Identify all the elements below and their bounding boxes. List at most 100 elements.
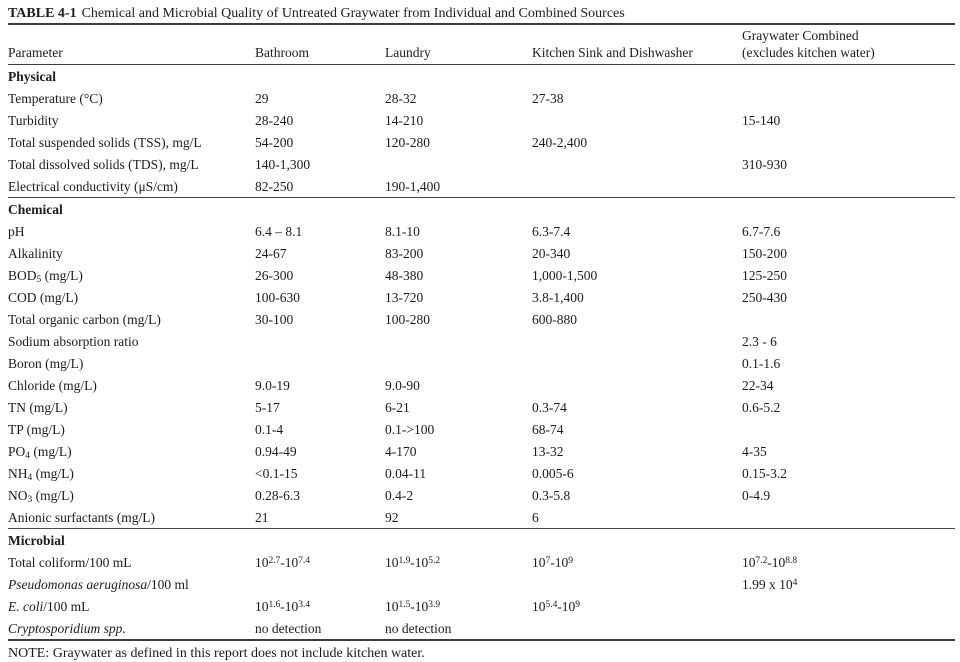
- value-cell: 0.94-49: [255, 444, 297, 459]
- value-cell: 0.3-5.8: [532, 488, 571, 503]
- column-header-laundry: Laundry: [385, 24, 532, 65]
- section-label: Microbial: [8, 528, 955, 551]
- parameter-cell: PO4 (mg/L): [8, 444, 72, 462]
- value-cell: 28-240: [255, 113, 294, 128]
- parameter-cell: NO3 (mg/L): [8, 488, 74, 506]
- graywater-quality-table: Parameter Bathroom Laundry Kitchen Sink …: [8, 23, 955, 641]
- value-cell: 2.3 - 6: [742, 334, 777, 349]
- table-row: Alkalinity 24-67 83-200 20-340 150-200: [8, 242, 955, 264]
- value-cell: 105.4-109: [532, 599, 581, 614]
- value-cell: 54-200: [255, 135, 294, 150]
- column-header-parameter: Parameter: [8, 24, 255, 65]
- value-cell: 0.4-2: [385, 488, 414, 503]
- header-row: Parameter Bathroom Laundry Kitchen Sink …: [8, 24, 955, 65]
- parameter-cell: Total dissolved solids (TDS), mg/L: [8, 157, 199, 172]
- table-row: E. coli/100 mL 101.6-103.4 101.5-103.9 105.…: [8, 595, 955, 617]
- value-cell: 9.0-19: [255, 378, 290, 393]
- table-row: PO4 (mg/L) 0.94-49 4-170 13-32 4-35: [8, 440, 955, 462]
- value-cell: 140-1,300: [255, 157, 311, 172]
- value-cell: [532, 153, 742, 175]
- value-cell: 120-280: [385, 135, 430, 150]
- value-cell: 150-200: [742, 246, 787, 261]
- parameter-cell: Chloride (mg/L): [8, 378, 97, 393]
- value-cell: 0.04-11: [385, 466, 427, 481]
- value-cell: 101.6-103.4: [255, 599, 311, 614]
- value-cell: [532, 374, 742, 396]
- parameter-cell: Total coliform/100 mL: [8, 555, 132, 570]
- table-row: Total suspended solids (TSS), mg/L 54-200…: [8, 131, 955, 153]
- value-cell: 101.9-105.2: [385, 555, 441, 570]
- table-body: Physical Temperature (°C) 29 28-32 27-38 Turb…: [8, 65, 955, 641]
- value-cell: [742, 506, 955, 529]
- value-cell: [532, 573, 742, 595]
- value-cell: [742, 175, 955, 198]
- value-cell: 125-250: [742, 268, 787, 283]
- parameter-cell: Sodium absorption ratio: [8, 334, 139, 349]
- value-cell: 29: [255, 91, 269, 106]
- parameter-cell: Total suspended solids (TSS), mg/L: [8, 135, 202, 150]
- table-note: NOTE: Graywater as defined in this repor…: [8, 646, 425, 661]
- section-row: Chemical: [8, 197, 955, 220]
- value-cell: [742, 595, 955, 617]
- value-cell: 600-880: [532, 312, 577, 327]
- value-cell: 27-38: [532, 91, 564, 106]
- value-cell: [385, 153, 532, 175]
- table-row: COD (mg/L) 100-630 13-720 3.8-1,400 250-430: [8, 286, 955, 308]
- value-cell: 0.1->100: [385, 422, 435, 437]
- table-row: Turbidity 28-240 14-210 15-140: [8, 109, 955, 131]
- value-cell: 6.7-7.6: [742, 224, 781, 239]
- value-cell: 6.3-7.4: [532, 224, 571, 239]
- value-cell: 20-340: [532, 246, 571, 261]
- table-row: Total dissolved solids (TDS), mg/L 140-1,…: [8, 153, 955, 175]
- value-cell: 250-430: [742, 290, 787, 305]
- parameter-cell: Turbidity: [8, 113, 59, 128]
- value-cell: [255, 330, 385, 352]
- column-header-bathroom: Bathroom: [255, 24, 385, 65]
- value-cell: 0-4.9: [742, 488, 771, 503]
- parameter-cell: Electrical conductivity (μS/cm): [8, 179, 178, 194]
- parameter-cell: Boron (mg/L): [8, 356, 84, 371]
- parameter-cell: TP (mg/L): [8, 422, 65, 437]
- parameter-cell: pH: [8, 224, 25, 239]
- value-cell: [742, 418, 955, 440]
- table-row: BOD5 (mg/L) 26-300 48-380 1,000-1,500 125-25…: [8, 264, 955, 286]
- value-cell: [532, 352, 742, 374]
- value-cell: 0.1-4: [255, 422, 284, 437]
- value-cell: 14-210: [385, 113, 424, 128]
- table-row: Chloride (mg/L) 9.0-19 9.0-90 22-34: [8, 374, 955, 396]
- section-row: Microbial: [8, 528, 955, 551]
- table-row: Pseudomonas aeruginosa/100 ml 1.99 x 104: [8, 573, 955, 595]
- value-cell: <0.1-15: [255, 466, 298, 481]
- value-cell: [255, 352, 385, 374]
- value-cell: 13-32: [532, 444, 564, 459]
- parameter-cell: E. coli/100 mL: [8, 599, 90, 614]
- value-cell: no detection: [255, 621, 322, 636]
- value-cell: [255, 573, 385, 595]
- value-cell: 240-2,400: [532, 135, 588, 150]
- table-row: NH4 (mg/L) <0.1-15 0.04-11 0.005-6 0.15-3.2: [8, 462, 955, 484]
- table-row: Anionic surfactants (mg/L) 21 92 6: [8, 506, 955, 529]
- value-cell: [742, 87, 955, 109]
- parameter-cell: NH4 (mg/L): [8, 466, 74, 484]
- value-cell: 1.99 x 104: [742, 577, 798, 592]
- parameter-cell: TN (mg/L): [8, 400, 68, 415]
- value-cell: [385, 573, 532, 595]
- value-cell: 0.28-6.3: [255, 488, 300, 503]
- value-cell: 9.0-90: [385, 378, 420, 393]
- value-cell: [385, 330, 532, 352]
- value-cell: 6.4 – 8.1: [255, 224, 303, 239]
- value-cell: 0.005-6: [532, 466, 574, 481]
- value-cell: 190-1,400: [385, 179, 441, 194]
- value-cell: [532, 617, 742, 640]
- value-cell: 3.8-1,400: [532, 290, 584, 305]
- value-cell: 4-170: [385, 444, 417, 459]
- value-cell: [742, 308, 955, 330]
- value-cell: 0.3-74: [532, 400, 567, 415]
- parameter-cell: Cryptosporidium spp.: [8, 621, 126, 636]
- table-row: NO3 (mg/L) 0.28-6.3 0.4-2 0.3-5.8 0-4.9: [8, 484, 955, 506]
- value-cell: 68-74: [532, 422, 564, 437]
- table-row: Electrical conductivity (μS/cm) 82-250 190…: [8, 175, 955, 198]
- value-cell: [385, 352, 532, 374]
- value-cell: 0.15-3.2: [742, 466, 787, 481]
